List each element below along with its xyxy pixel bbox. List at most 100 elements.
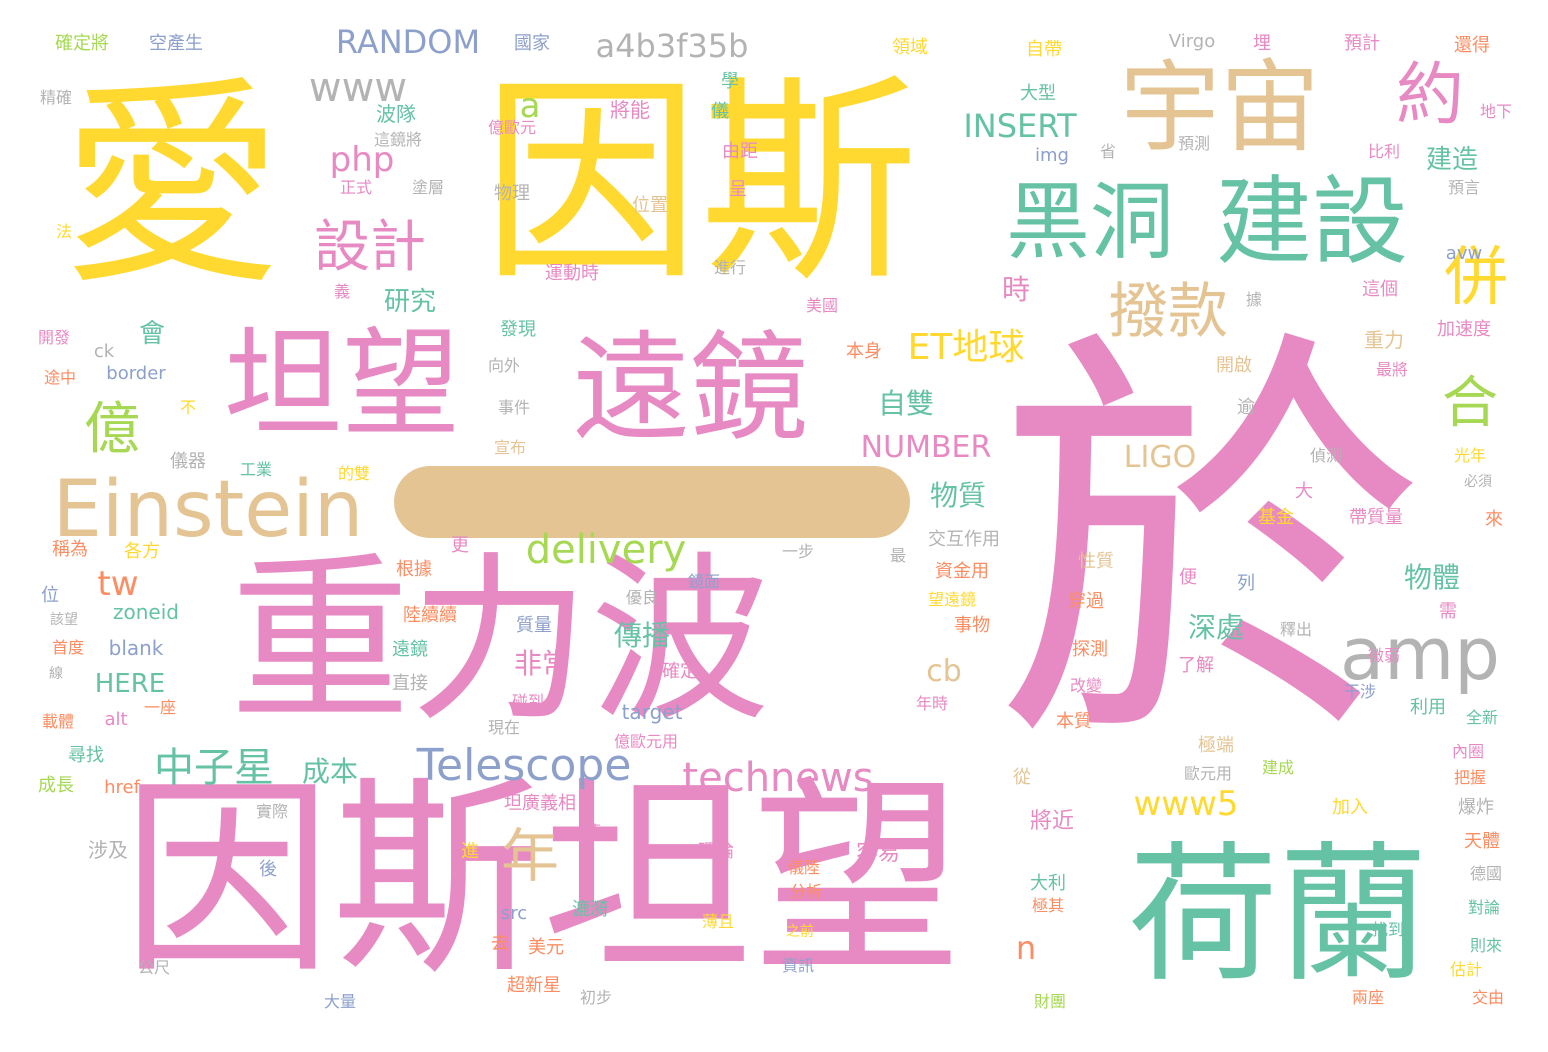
- word: avw: [1445, 243, 1483, 264]
- word: 一座: [143, 698, 177, 717]
- word: 財團: [1033, 992, 1067, 1011]
- word: www5: [1133, 784, 1239, 824]
- word: 超新星: [507, 975, 561, 996]
- word: 列: [1237, 573, 1255, 594]
- word: 這鏡將: [373, 130, 423, 149]
- word: 荷蘭: [1127, 829, 1429, 1003]
- word: 成本: [301, 755, 359, 788]
- word: 進行: [713, 258, 747, 277]
- word: 省: [1099, 142, 1117, 161]
- word: 天體: [1464, 831, 1500, 852]
- word: 極端: [1198, 735, 1234, 756]
- word: border: [106, 363, 166, 384]
- word: 遠鏡: [392, 639, 428, 660]
- word: 坦廣義相: [504, 793, 576, 814]
- word: 望遠鏡: [927, 590, 977, 609]
- word: 會: [138, 319, 166, 349]
- word: RANDOM: [335, 23, 481, 61]
- word: 非常: [513, 647, 571, 680]
- word: 還得: [1454, 35, 1490, 56]
- word: 物理: [494, 183, 530, 204]
- word: HERE: [94, 669, 166, 699]
- word: 容易: [855, 841, 901, 866]
- word: 萬: [583, 823, 601, 844]
- word: 理論: [698, 841, 734, 862]
- word: 交互作用: [928, 529, 1000, 550]
- word: Virgo: [1168, 31, 1216, 52]
- word: 時: [1001, 273, 1031, 306]
- word: 找到: [1371, 920, 1405, 939]
- word: blank: [108, 636, 164, 660]
- word: 偵測: [1309, 446, 1343, 465]
- word: 根據: [396, 559, 432, 580]
- word: 塗層: [411, 178, 445, 197]
- word: 逾: [1237, 397, 1255, 418]
- word: 便: [1179, 567, 1197, 588]
- word: 更: [451, 535, 469, 556]
- word: 大型: [1020, 83, 1056, 104]
- word: 物質: [929, 479, 987, 512]
- word: 薄且: [701, 912, 735, 931]
- word: 首度: [51, 638, 85, 657]
- word: 預言: [1447, 178, 1481, 197]
- word: 宣布: [493, 438, 527, 457]
- word: 基金: [1258, 507, 1294, 528]
- word: 物體: [1403, 561, 1461, 594]
- word: technews: [682, 755, 874, 801]
- word: 領域: [892, 37, 928, 58]
- word: 向外: [487, 356, 521, 375]
- word: 後: [259, 859, 277, 880]
- word: 該望: [50, 612, 78, 628]
- word: src: [500, 903, 528, 924]
- word: LIGO: [1123, 440, 1197, 475]
- word: 宇宙: [1120, 49, 1320, 166]
- word: 確定: [662, 661, 698, 682]
- word: 直接: [392, 673, 428, 694]
- word: href: [104, 777, 140, 798]
- word: 大利: [1030, 873, 1066, 894]
- word: 估計: [1449, 960, 1483, 979]
- word: 資訊: [781, 956, 815, 975]
- word: 運動時: [545, 263, 599, 284]
- word: 合: [1442, 371, 1498, 436]
- word: 各方: [124, 541, 160, 562]
- word: 位置: [632, 195, 668, 216]
- word: 撥款: [1108, 277, 1228, 347]
- word: 的雙: [337, 464, 371, 483]
- word: 一步: [781, 542, 815, 561]
- word: 這個: [1362, 279, 1398, 300]
- word: www: [308, 65, 408, 111]
- word: 美元: [528, 937, 564, 958]
- word: 億: [84, 397, 140, 462]
- word: 爆炸: [1458, 797, 1494, 818]
- word: 初步: [579, 988, 613, 1007]
- word: 進: [461, 841, 479, 862]
- word: a: [519, 86, 541, 126]
- word: 預測: [1177, 134, 1211, 153]
- word: 對論: [1467, 898, 1501, 917]
- word: 涉及: [88, 838, 128, 862]
- word: 約: [1395, 56, 1465, 135]
- word: 了解: [1178, 655, 1214, 676]
- word: 呈: [729, 179, 747, 200]
- word: 於: [995, 298, 1425, 798]
- word: 比利: [1367, 142, 1401, 161]
- word: 年時: [915, 694, 949, 713]
- word: 極其: [1031, 896, 1065, 915]
- word: 億歐元用: [613, 732, 679, 751]
- word: 建設: [1216, 166, 1408, 278]
- word: 據: [1245, 290, 1263, 309]
- word: 儀器: [170, 451, 206, 472]
- word: amp: [1340, 612, 1500, 696]
- word: 德國: [1469, 864, 1503, 883]
- word: a4b3f35b: [595, 27, 749, 65]
- word: 探測: [1072, 639, 1108, 660]
- word: 把握: [1453, 768, 1487, 787]
- word: 載體: [41, 712, 75, 731]
- word: 本質: [1056, 711, 1092, 732]
- word: 本身: [846, 341, 882, 362]
- word: 加速度: [1437, 319, 1491, 340]
- word: 陸續續: [403, 605, 457, 626]
- word: 改變: [1069, 676, 1103, 695]
- word: 釋出: [1279, 620, 1313, 639]
